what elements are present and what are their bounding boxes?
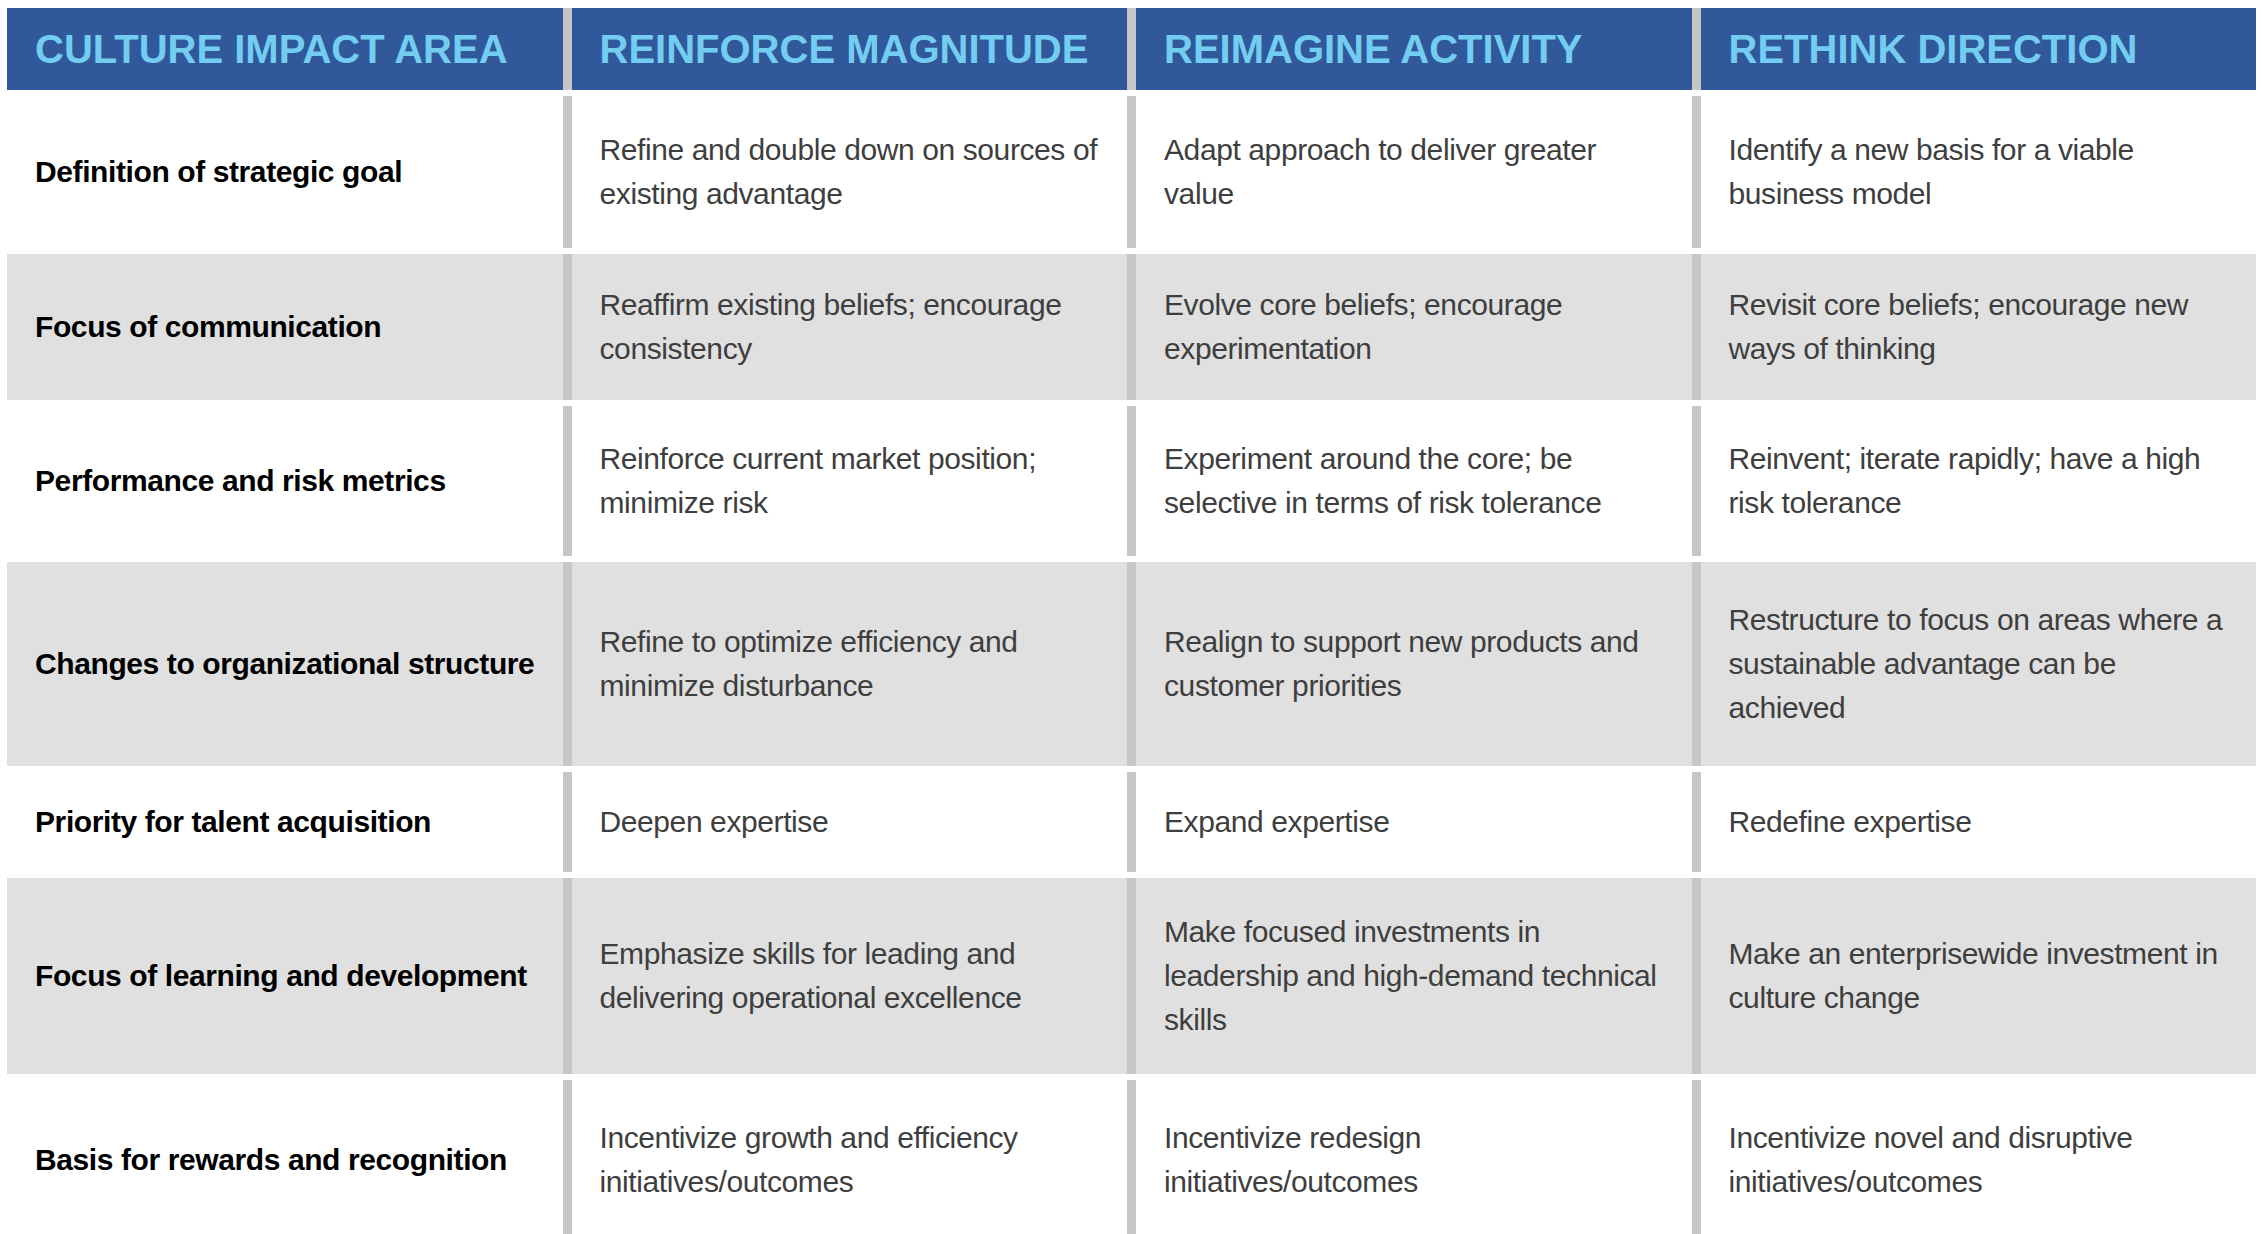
column-header-reimagine-activity: REIMAGINE ACTIVITY [1136, 8, 1692, 90]
cell-reimagine-activity: Incentivize redesign initiatives/outcome… [1136, 1080, 1692, 1234]
cell-rethink-direction: Redefine expertise [1701, 772, 2257, 872]
row-area-label: Definition of strategic goal [7, 96, 563, 248]
column-header-culture-impact-area: CULTURE IMPACT AREA [7, 8, 563, 90]
row-area-label: Performance and risk metrics [7, 406, 563, 556]
table-header-row: CULTURE IMPACT AREA REINFORCE MAGNITUDE … [7, 8, 2256, 90]
table-row: Definition of strategic goalRefine and d… [7, 96, 2256, 248]
cell-reinforce-magnitude: Refine to optimize efficiency and minimi… [572, 562, 1128, 766]
cell-reinforce-magnitude: Reaffirm existing beliefs; encourage con… [572, 254, 1128, 400]
cell-reinforce-magnitude: Deepen expertise [572, 772, 1128, 872]
cell-rethink-direction: Make an enterprisewide investment in cul… [1701, 878, 2257, 1074]
row-area-label: Changes to organizational structure [7, 562, 563, 766]
row-area-label: Priority for talent acquisition [7, 772, 563, 872]
column-header-rethink-direction: RETHINK DIRECTION [1701, 8, 2257, 90]
cell-reimagine-activity: Adapt approach to deliver greater value [1136, 96, 1692, 248]
table-row: Changes to organizational structureRefin… [7, 562, 2256, 766]
cell-reinforce-magnitude: Incentivize growth and efficiency initia… [572, 1080, 1128, 1234]
cell-reinforce-magnitude: Reinforce current market position; minim… [572, 406, 1128, 556]
row-area-label: Focus of communication [7, 254, 563, 400]
table-row: Performance and risk metricsReinforce cu… [7, 406, 2256, 556]
cell-rethink-direction: Revisit core beliefs; encourage new ways… [1701, 254, 2257, 400]
table-body: Definition of strategic goalRefine and d… [7, 96, 2256, 1234]
cell-reinforce-magnitude: Refine and double down on sources of exi… [572, 96, 1128, 248]
cell-reimagine-activity: Evolve core beliefs; encourage experimen… [1136, 254, 1692, 400]
cell-reimagine-activity: Make focused investments in leadership a… [1136, 878, 1692, 1074]
table-row: Focus of learning and developmentEmphasi… [7, 878, 2256, 1074]
table-row: Priority for talent acquisitionDeepen ex… [7, 772, 2256, 872]
row-area-label: Focus of learning and development [7, 878, 563, 1074]
column-header-reinforce-magnitude: REINFORCE MAGNITUDE [572, 8, 1128, 90]
cell-rethink-direction: Restructure to focus on areas where a su… [1701, 562, 2257, 766]
culture-impact-table: CULTURE IMPACT AREA REINFORCE MAGNITUDE … [0, 0, 2263, 1234]
cell-rethink-direction: Incentivize novel and disruptive initiat… [1701, 1080, 2257, 1234]
cell-reimagine-activity: Experiment around the core; be selective… [1136, 406, 1692, 556]
table-row: Basis for rewards and recognitionIncenti… [7, 1080, 2256, 1234]
cell-reimagine-activity: Realign to support new products and cust… [1136, 562, 1692, 766]
cell-reimagine-activity: Expand expertise [1136, 772, 1692, 872]
cell-rethink-direction: Reinvent; iterate rapidly; have a high r… [1701, 406, 2257, 556]
row-area-label: Basis for rewards and recognition [7, 1080, 563, 1234]
cell-rethink-direction: Identify a new basis for a viable busine… [1701, 96, 2257, 248]
table-row: Focus of communicationReaffirm existing … [7, 254, 2256, 400]
cell-reinforce-magnitude: Emphasize skills for leading and deliver… [572, 878, 1128, 1074]
